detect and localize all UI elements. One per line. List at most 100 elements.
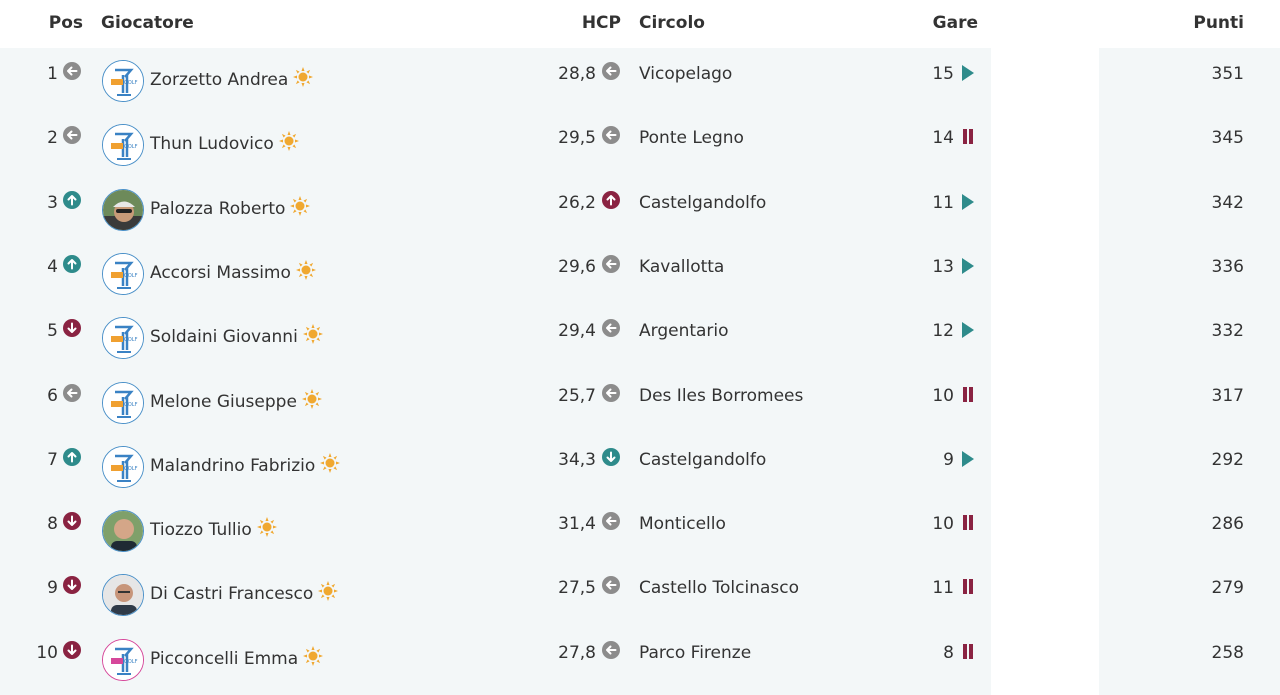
table-row[interactable]: 10 GOLF Picconcelli Emma 27,8 Parco Firenze 8… — [0, 620, 1280, 684]
player-avatar[interactable]: GOLF — [102, 252, 144, 295]
player-name[interactable]: Melone Giuseppe — [150, 391, 297, 412]
table-row[interactable]: 1 GOLF Zorzetto Andrea 28,8 Vicopelago 15 351 — [0, 41, 1280, 105]
header-points[interactable]: Punti — [1193, 13, 1244, 33]
position-down-arrow-icon — [63, 512, 81, 531]
points-value: 317 — [1211, 385, 1244, 406]
player-name[interactable]: Soldaini Giovanni — [150, 327, 298, 348]
svg-text:GOLF: GOLF — [124, 659, 138, 665]
gare-count: 9 — [943, 449, 954, 470]
club-name: Vicopelago — [639, 64, 733, 84]
play-icon — [961, 257, 975, 275]
points-value: 332 — [1211, 321, 1244, 342]
club-name: Castelgandolfo — [639, 192, 767, 213]
svg-text:GOLF: GOLF — [124, 402, 138, 408]
position-same-arrow-icon — [63, 383, 81, 402]
player-name[interactable]: Di Castri Francesco — [150, 584, 314, 605]
points-value: 286 — [1211, 514, 1244, 535]
header-club[interactable]: Circolo — [639, 13, 705, 33]
sun-badge-icon — [320, 452, 340, 473]
club-name: Castelgandolfo — [639, 449, 767, 470]
hcp-value: 28,8 — [558, 64, 596, 84]
svg-text:GOLF: GOLF — [124, 337, 138, 343]
position-value: 9 — [47, 578, 58, 599]
player-name[interactable]: Tiozzo Tullio — [150, 520, 252, 541]
svg-text:GOLF: GOLF — [124, 466, 138, 472]
player-avatar[interactable]: GOLF — [102, 124, 144, 167]
table-row[interactable]: 5 GOLF Soldaini Giovanni 29,4 Argentario 12 33… — [0, 298, 1280, 362]
gare-count: 15 — [932, 64, 954, 84]
gare-count: 13 — [932, 256, 954, 277]
player-avatar[interactable]: GOLF — [102, 445, 144, 488]
header-pos[interactable]: Pos — [48, 13, 83, 33]
club-name: Des Iles Borromees — [639, 385, 804, 406]
player-name[interactable]: Thun Ludovico — [150, 134, 274, 155]
points-column-background — [1099, 48, 1280, 695]
position-down-arrow-icon — [63, 640, 81, 659]
table-row[interactable]: 3 Palozza Roberto 26,2 Castelgandolfo 11 342 — [0, 170, 1280, 234]
points-value: 258 — [1211, 642, 1244, 663]
table-row[interactable]: 7 GOLF Malandrino Fabrizio 34,3 Castelgandol… — [0, 427, 1280, 491]
player-avatar[interactable] — [102, 510, 144, 553]
header-hcp[interactable]: HCP — [581, 13, 621, 33]
pause-icon — [961, 578, 975, 596]
position-value: 6 — [47, 385, 58, 406]
table-row[interactable]: 8 Tiozzo Tullio 31,4 Monticello 10 286 — [0, 491, 1280, 555]
sun-badge-icon — [303, 645, 323, 666]
sun-badge-icon — [303, 324, 323, 345]
points-value: 336 — [1211, 256, 1244, 277]
player-avatar[interactable]: GOLF — [102, 381, 144, 424]
hcp-same-arrow-icon — [602, 512, 620, 531]
table-body-background — [0, 48, 991, 695]
gare-count: 12 — [932, 321, 954, 342]
position-same-arrow-icon — [63, 62, 81, 80]
hcp-same-arrow-icon — [602, 319, 620, 338]
player-avatar[interactable]: GOLF — [102, 60, 144, 102]
gare-count: 11 — [932, 192, 954, 213]
sun-badge-icon — [279, 131, 299, 152]
player-avatar[interactable]: GOLF — [102, 317, 144, 360]
position-value: 4 — [47, 256, 58, 277]
position-value: 2 — [47, 128, 58, 149]
player-avatar[interactable]: GOLF — [102, 638, 144, 681]
position-same-arrow-icon — [63, 126, 81, 145]
club-name: Monticello — [639, 514, 726, 535]
position-value: 3 — [47, 192, 58, 213]
position-up-arrow-icon — [63, 447, 81, 466]
table-row[interactable]: 2 GOLF Thun Ludovico 29,5 Ponte Legno 14 345 — [0, 105, 1280, 169]
hcp-same-arrow-icon — [602, 640, 620, 659]
pause-icon — [961, 386, 975, 404]
player-avatar[interactable] — [102, 188, 144, 231]
player-name[interactable]: Zorzetto Andrea — [150, 70, 289, 90]
sun-badge-icon — [257, 517, 277, 538]
pause-icon — [961, 128, 975, 146]
table-row[interactable]: 4 GOLF Accorsi Massimo 29,6 Kavallotta 13 336 — [0, 234, 1280, 298]
play-icon — [961, 64, 975, 82]
player-name[interactable]: Accorsi Massimo — [150, 262, 291, 283]
player-name[interactable]: Malandrino Fabrizio — [150, 455, 316, 476]
table-row[interactable]: 9 Di Castri Francesco 27,5 Castello Tolcina… — [0, 555, 1280, 619]
hcp-same-arrow-icon — [602, 254, 620, 273]
gare-count: 14 — [932, 128, 954, 149]
svg-text:GOLF: GOLF — [124, 144, 138, 150]
gare-count: 10 — [932, 514, 954, 535]
player-avatar[interactable] — [102, 574, 144, 617]
sun-badge-icon — [318, 581, 338, 602]
points-value: 279 — [1211, 578, 1244, 599]
header-player[interactable]: Giocatore — [101, 13, 194, 33]
gare-count: 8 — [943, 642, 954, 663]
sun-badge-icon — [293, 67, 313, 87]
header-gare[interactable]: Gare — [932, 13, 978, 33]
hcp-value: 29,4 — [558, 321, 596, 342]
hcp-down-arrow-icon — [602, 447, 620, 466]
position-value: 8 — [47, 514, 58, 535]
gare-count: 11 — [932, 578, 954, 599]
table-row[interactable]: 6 GOLF Melone Giuseppe 25,7 Des Iles Borrome… — [0, 363, 1280, 427]
hcp-value: 26,2 — [558, 192, 596, 213]
play-icon — [961, 193, 975, 211]
club-name: Ponte Legno — [639, 128, 744, 149]
club-name: Argentario — [639, 321, 729, 342]
sun-badge-icon — [296, 259, 316, 280]
player-name[interactable]: Palozza Roberto — [150, 198, 286, 219]
player-name[interactable]: Picconcelli Emma — [150, 648, 299, 669]
sun-badge-icon — [302, 388, 322, 409]
